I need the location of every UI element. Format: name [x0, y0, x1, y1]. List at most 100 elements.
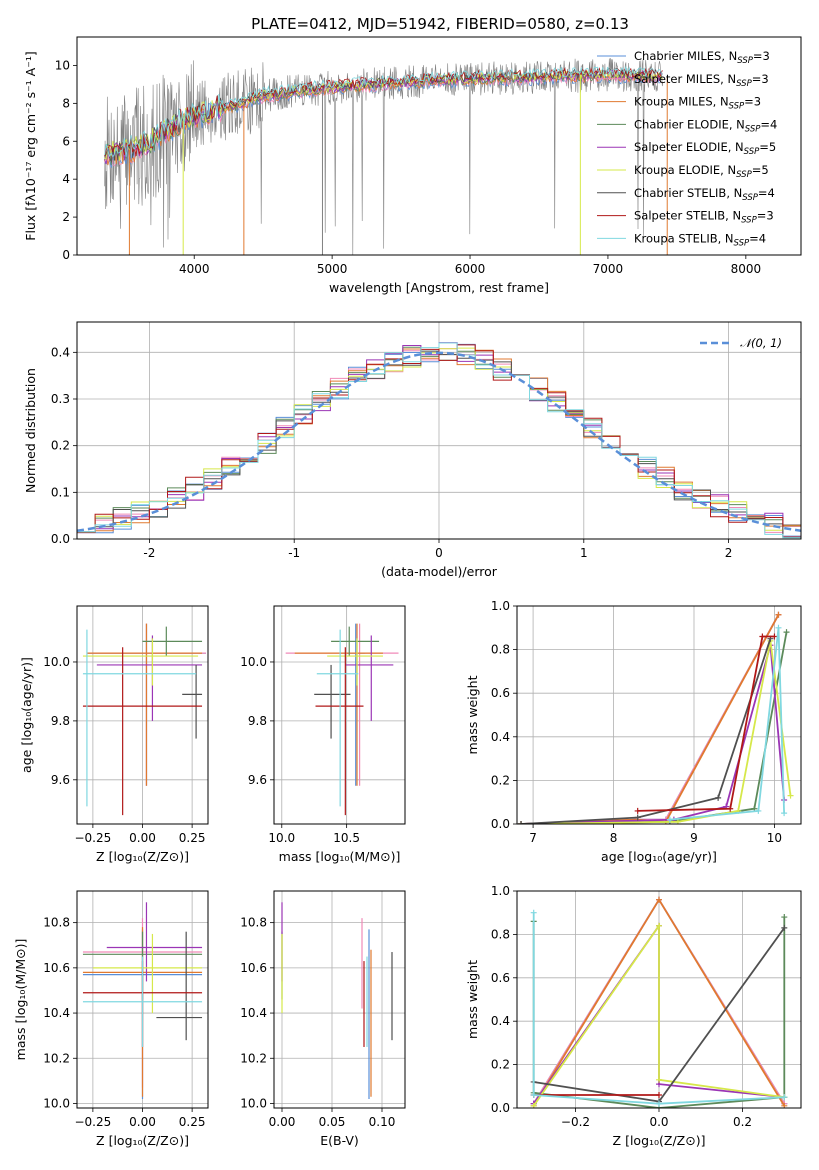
plot-area — [281, 902, 393, 1099]
x-axis-label: Z [log₁₀(Z/Z⊙)] — [96, 1133, 189, 1148]
y-tick-label: 0.4 — [491, 730, 510, 744]
x-tick-label: −0.25 — [74, 1115, 111, 1129]
y-tick-label: 0 — [62, 248, 70, 262]
y-tick-label: 0.1 — [51, 485, 70, 499]
x-tick-label: 10.0 — [268, 831, 295, 845]
panel-mass-vs-Z: −0.25 0.00 0.25 10.0 10.2 10.4 10.6 10.8 Z [log₁… — [13, 890, 209, 1148]
normal-curve — [77, 351, 801, 533]
y-axis-label: Flux [fλ10⁻¹⁷ erg cm⁻² s⁻¹ A⁻¹] — [23, 51, 38, 240]
x-tick-label: -2 — [143, 546, 155, 560]
x-tick-label: 0 — [435, 546, 443, 560]
plot-area — [82, 623, 207, 816]
weight-marker — [656, 1091, 662, 1098]
legend-label: Kroupa STELIB, NSSP=4 — [634, 231, 766, 248]
x-axis-label: wavelength [Angstrom, rest frame] — [329, 280, 549, 295]
legend-label: Salpeter STELIB, NSSP=3 — [634, 209, 774, 226]
x-tick-label: 9 — [690, 831, 698, 845]
plot-area — [104, 58, 668, 255]
x-tick-label: 6000 — [455, 262, 486, 276]
y-tick-label: 0.2 — [491, 1058, 510, 1072]
y-tick-label: 10.2 — [43, 1051, 70, 1065]
x-tick-label: 0.00 — [129, 831, 156, 845]
weight-marker — [755, 807, 762, 814]
y-tick-label: 0.6 — [491, 971, 510, 985]
x-tick-label: −0.2 — [561, 1115, 590, 1129]
legend-label: Chabrier ELODIE, NSSP=4 — [634, 117, 777, 134]
weight-marker — [781, 924, 788, 931]
axes: 4000 5000 6000 7000 8000 0 2 4 6 8 10 wavelength [A… — [23, 36, 802, 295]
x-tick-label: 0.25 — [179, 1115, 206, 1129]
grid — [77, 606, 208, 824]
y-tick-label: 10.0 — [43, 655, 70, 669]
y-tick-label: 10.2 — [240, 1051, 267, 1065]
y-tick-label: 10.0 — [240, 655, 267, 669]
y-tick-label: 10.8 — [240, 916, 267, 930]
y-tick-label: 0.2 — [51, 439, 70, 453]
weight-marker — [715, 794, 722, 801]
y-tick-label: 0.0 — [51, 532, 70, 546]
x-tick-label: −0.25 — [74, 831, 111, 845]
x-tick-label: 8000 — [731, 262, 762, 276]
x-tick-label: 0.0 — [649, 1115, 668, 1129]
weight-marker — [775, 611, 782, 618]
weight-marker — [656, 1100, 662, 1107]
y-tick-label: 0.3 — [51, 392, 70, 406]
weight-marker — [530, 1091, 537, 1098]
y-axis-label: mass weight — [465, 960, 480, 1039]
x-tick-label: 0.2 — [733, 1115, 752, 1129]
y-tick-label: 0.8 — [491, 643, 510, 657]
axes-frame — [516, 605, 802, 825]
y-tick-label: 10.0 — [43, 1096, 70, 1110]
axes: -2 -1 0 1 2 0.0 0.1 0.2 0.3 0.4 (data-model)/error… — [23, 321, 802, 579]
plot-area — [285, 623, 399, 816]
y-tick-label: 4 — [62, 172, 70, 186]
x-axis-label: Z [log₁₀(Z/Z⊙)] — [96, 849, 189, 864]
weight-marker — [518, 821, 525, 824]
weight-marker — [771, 633, 778, 640]
y-axis-label: mass weight — [465, 675, 480, 754]
x-tick-label: -1 — [288, 546, 300, 560]
weight-marker — [634, 814, 641, 821]
x-axis-label: (data-model)/error — [381, 564, 498, 579]
y-tick-label: 9.6 — [248, 773, 267, 787]
axes: −0.2 0.0 0.2 0.0 0.2 0.4 0.6 0.8 1.0 Z [log₁₀(Z/Z… — [465, 884, 802, 1148]
x-axis-label: mass [log₁₀(M/M⊙)] — [279, 849, 401, 864]
axes-frame — [273, 605, 406, 825]
x-tick-label: 7000 — [593, 262, 624, 276]
y-tick-label: 10.8 — [43, 916, 70, 930]
y-tick-label: 0.0 — [491, 817, 510, 831]
y-tick-label: 1.0 — [491, 599, 510, 613]
y-axis-label: age [log₁₀(age/yr)] — [19, 657, 34, 773]
axes: 7 8 9 10 0.0 0.2 0.4 0.6 0.8 1.0 age [log₁₀(age/yr… — [465, 599, 802, 864]
y-axis-label: Normed distribution — [23, 368, 38, 493]
x-tick-label: 10 — [767, 831, 782, 845]
weight-marker — [783, 629, 790, 636]
weight-marker — [666, 816, 673, 823]
legend: Chabrier MILES, NSSP=3 Salpeter MILES, NS… — [597, 49, 777, 248]
y-tick-label: 10.6 — [240, 961, 267, 975]
x-axis-label: E(B-V) — [320, 1133, 359, 1148]
y-tick-label: 9.8 — [51, 714, 70, 728]
axes: −0.25 0.00 0.25 9.6 9.8 10.0 Z [log₁₀(Z/Z⊙)] ag… — [19, 605, 209, 864]
axes-frame — [273, 890, 406, 1109]
axes: 0.00 0.05 0.10 10.0 10.2 10.4 10.6 10.8 E(B-V) — [240, 890, 406, 1148]
axes: −0.25 0.00 0.25 10.0 10.2 10.4 10.6 10.8 Z [log₁… — [13, 890, 209, 1148]
legend-label: Salpeter ELODIE, NSSP=5 — [634, 140, 776, 157]
x-tick-label: 10.5 — [333, 831, 360, 845]
panel-mass-vs-ebv: 0.00 0.05 0.10 10.0 10.2 10.4 10.6 10.8 E(B-V) — [240, 890, 406, 1148]
weight-marker — [634, 807, 641, 814]
y-tick-label: 0.4 — [51, 345, 70, 359]
x-tick-label: 5000 — [317, 262, 348, 276]
y-tick-label: 0.0 — [491, 1101, 510, 1115]
plot-area — [77, 342, 801, 539]
x-tick-label: 0.00 — [269, 1115, 296, 1129]
x-tick-label: 4000 — [179, 262, 210, 276]
y-tick-label: 0.2 — [491, 773, 510, 787]
weight-marker — [781, 1094, 788, 1101]
plot-area — [82, 902, 203, 1099]
x-tick-label: 7 — [529, 831, 537, 845]
legend-label: Salpeter MILES, NSSP=3 — [634, 72, 769, 89]
x-tick-label: 0.05 — [319, 1115, 346, 1129]
y-tick-label: 10.4 — [240, 1006, 267, 1020]
